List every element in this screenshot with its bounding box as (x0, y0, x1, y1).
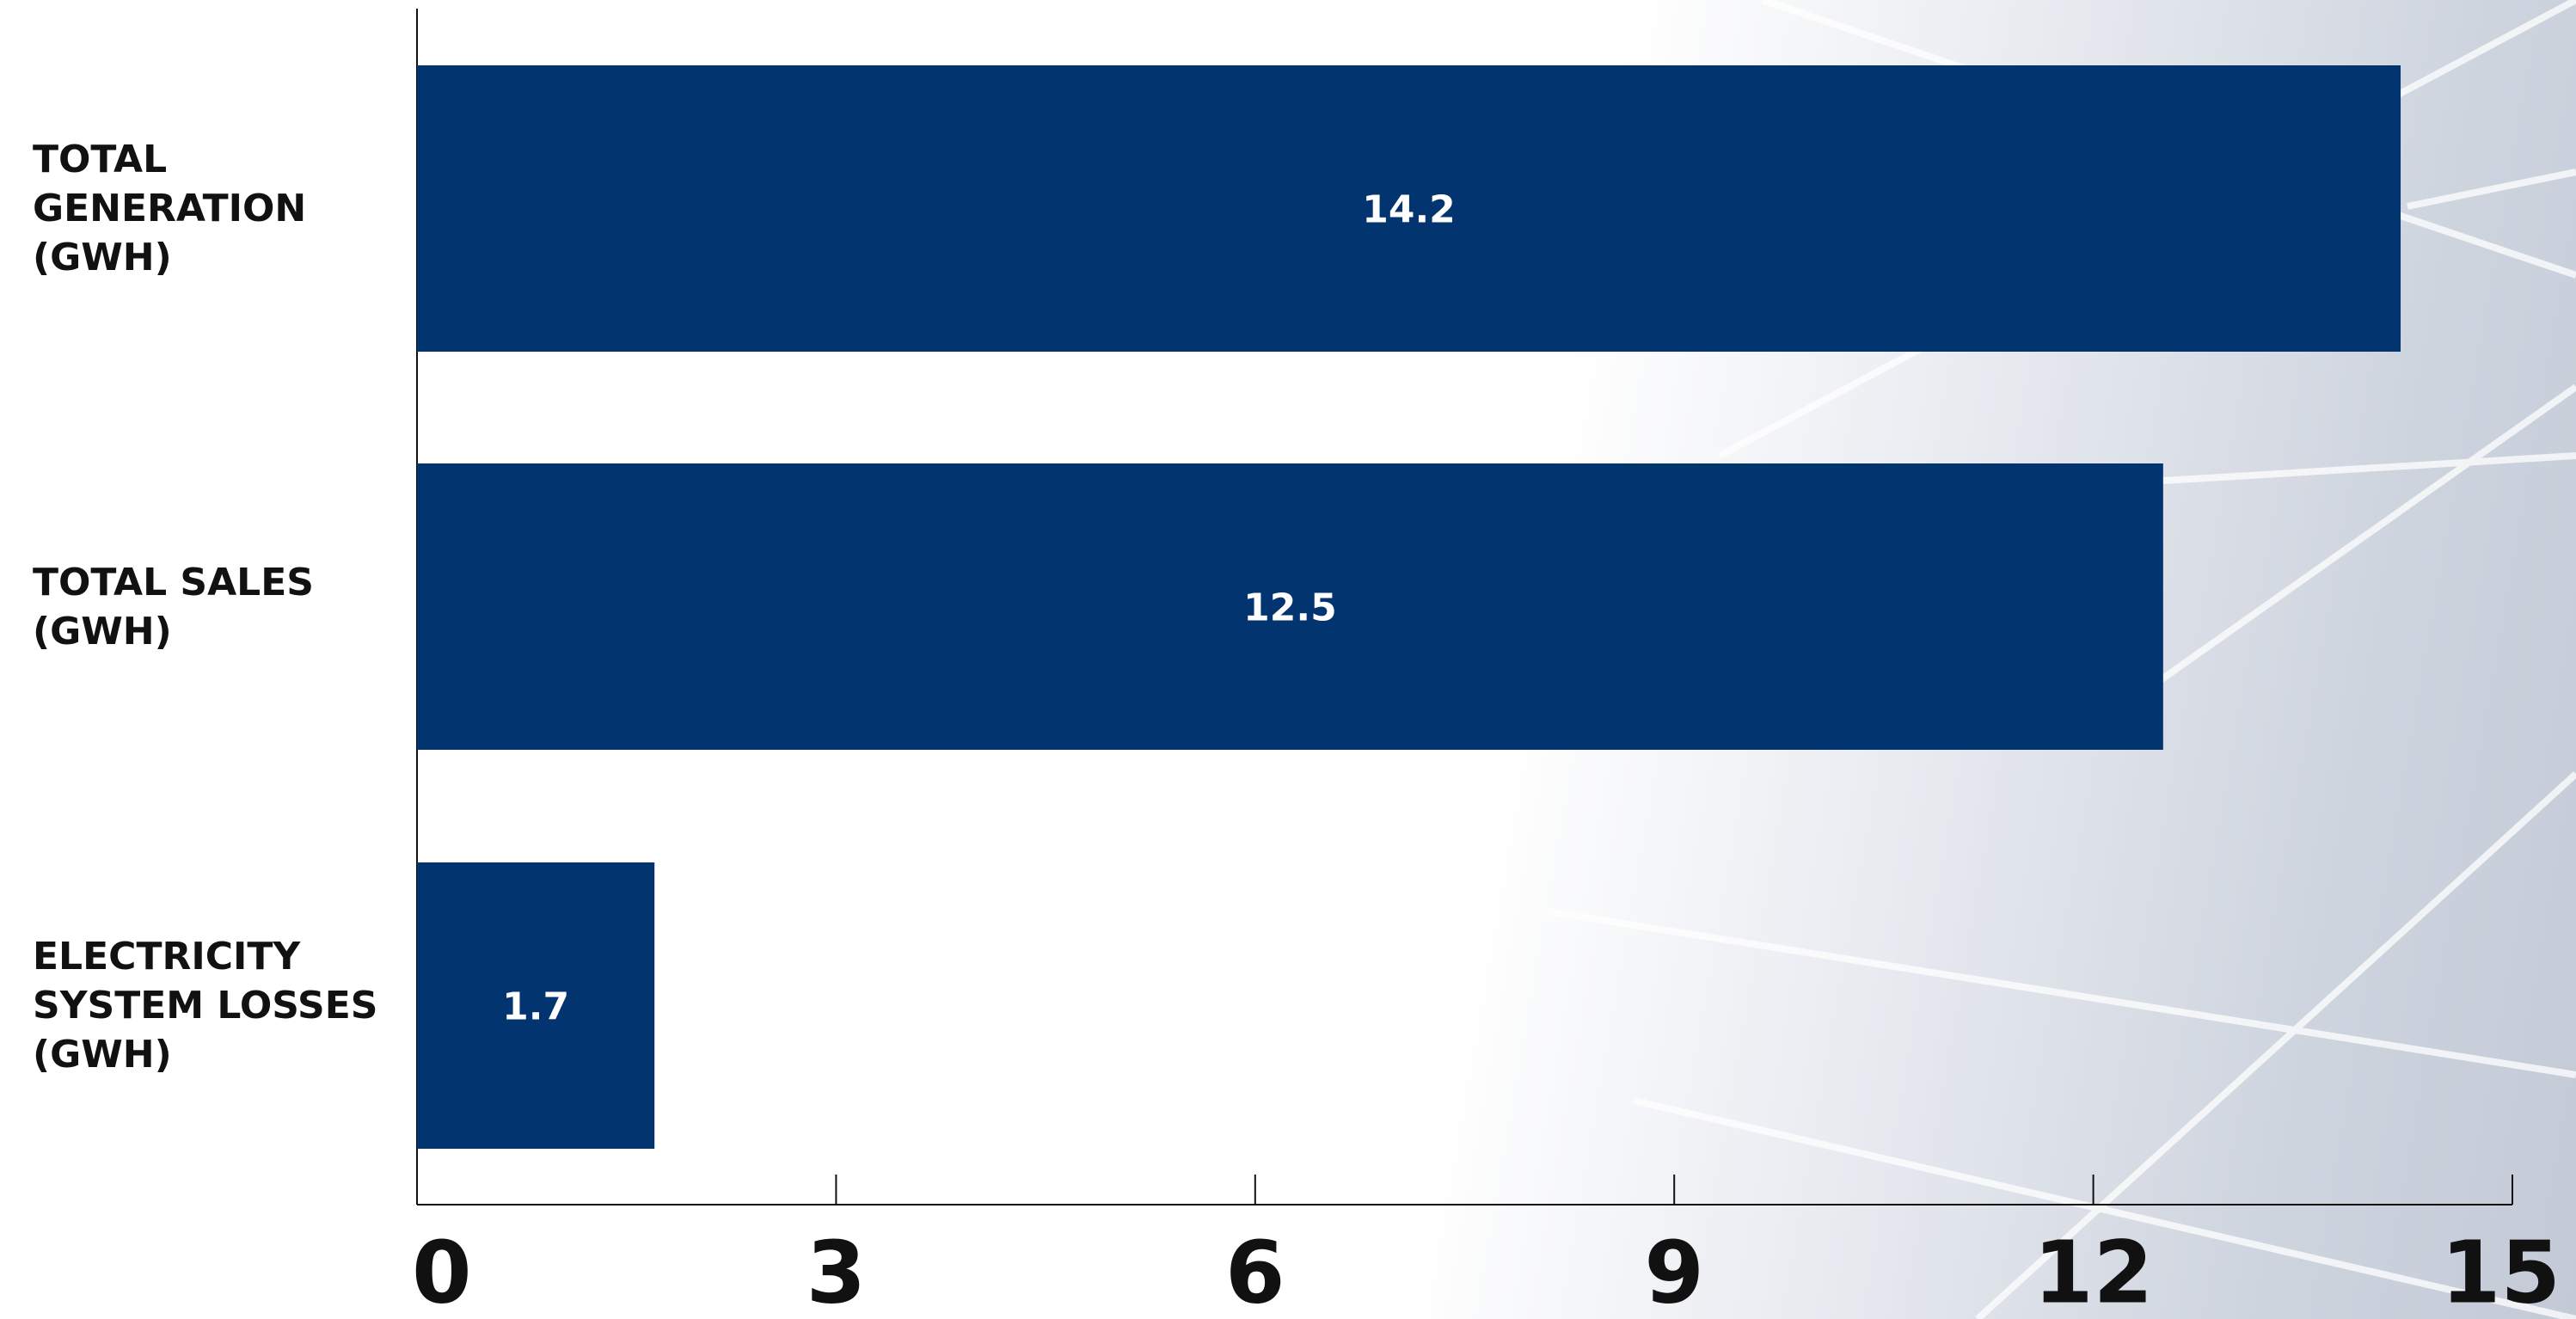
x-tick-label: 0 (412, 1222, 472, 1319)
bar (417, 65, 2401, 352)
value-label: 14.2 (1362, 188, 1456, 232)
bar (417, 862, 655, 1149)
y-tick-label: TOTAL GENERATION (GWH) (33, 138, 307, 279)
x-tick-label: 9 (1644, 1222, 1704, 1319)
x-tick-label: 12 (2033, 1222, 2153, 1319)
x-tick-label: 3 (807, 1222, 867, 1319)
value-label: 1.7 (502, 985, 569, 1029)
y-tick-label: ELECTRICITY SYSTEM LOSSES (GWH) (33, 935, 378, 1077)
value-label: 12.5 (1243, 586, 1337, 630)
y-tick-label: TOTAL SALES (GWH) (33, 560, 314, 653)
bar (417, 463, 2163, 750)
x-tick-label: 15 (2441, 1222, 2561, 1319)
x-tick-label: 6 (1225, 1222, 1285, 1319)
